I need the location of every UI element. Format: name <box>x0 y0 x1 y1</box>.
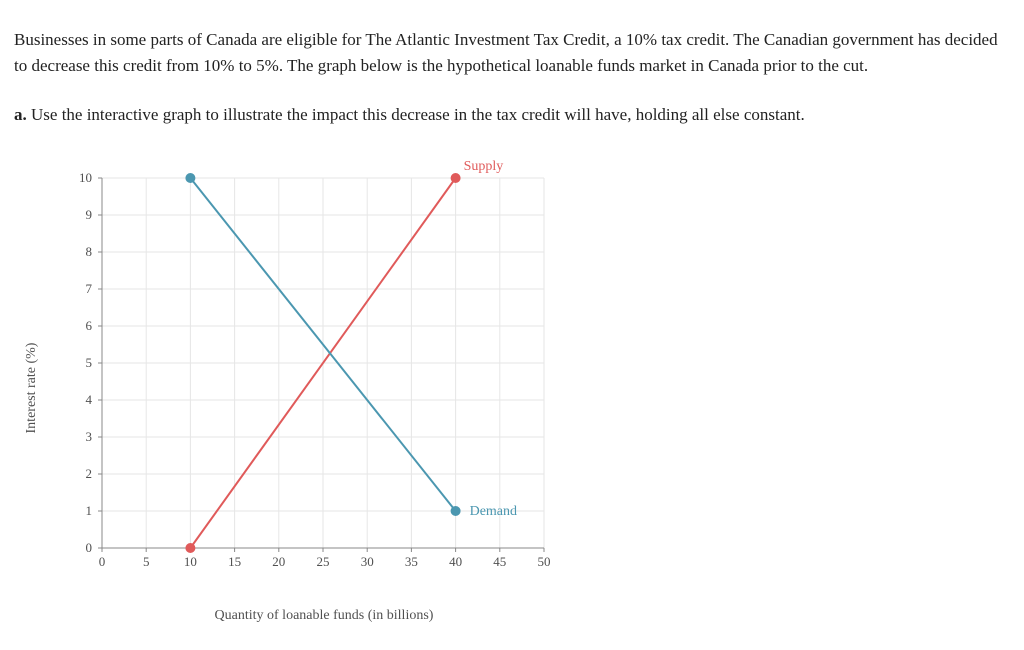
part-label: a. <box>14 105 27 124</box>
intro-text: Businesses in some parts of Canada are e… <box>14 27 1010 78</box>
y-tick-label: 0 <box>86 540 93 555</box>
x-tick-label: 35 <box>405 554 418 569</box>
y-tick-label: 7 <box>86 281 93 296</box>
y-tick-label: 6 <box>86 318 93 333</box>
y-tick-label: 3 <box>86 429 93 444</box>
x-tick-label: 45 <box>493 554 506 569</box>
x-tick-label: 40 <box>449 554 462 569</box>
x-tick-label: 30 <box>361 554 374 569</box>
demand-handle-1[interactable] <box>451 506 461 516</box>
question-prompt: a. Use the interactive graph to illustra… <box>14 102 1010 128</box>
loanable-funds-chart[interactable]: Interest rate (%) 0510152025303540455001… <box>44 158 604 618</box>
prompt-text: Use the interactive graph to illustrate … <box>31 105 805 124</box>
x-tick-label: 25 <box>317 554 330 569</box>
y-tick-label: 1 <box>86 503 93 518</box>
x-tick-label: 20 <box>272 554 285 569</box>
page: Businesses in some parts of Canada are e… <box>0 0 1024 638</box>
y-tick-label: 8 <box>86 244 93 259</box>
x-tick-label: 50 <box>538 554 551 569</box>
supply-handle-0[interactable] <box>185 543 195 553</box>
y-axis-label: Interest rate (%) <box>24 342 40 433</box>
chart-svg[interactable]: 05101520253035404550012345678910SupplyDe… <box>44 158 564 588</box>
x-tick-label: 10 <box>184 554 197 569</box>
y-tick-label: 9 <box>86 207 93 222</box>
x-axis-label: Quantity of loanable funds (in billions) <box>44 608 604 624</box>
x-tick-label: 0 <box>99 554 106 569</box>
demand-handle-0[interactable] <box>185 173 195 183</box>
y-tick-label: 5 <box>86 355 93 370</box>
y-tick-label: 10 <box>79 170 92 185</box>
y-tick-label: 4 <box>86 392 93 407</box>
supply-handle-1[interactable] <box>451 173 461 183</box>
supply-label: Supply <box>464 159 504 174</box>
x-tick-label: 15 <box>228 554 241 569</box>
y-tick-label: 2 <box>86 466 93 481</box>
demand-label: Demand <box>470 504 517 519</box>
x-tick-label: 5 <box>143 554 150 569</box>
